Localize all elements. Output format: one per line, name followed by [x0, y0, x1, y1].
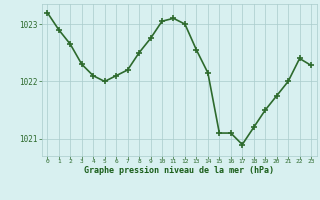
- X-axis label: Graphe pression niveau de la mer (hPa): Graphe pression niveau de la mer (hPa): [84, 166, 274, 175]
